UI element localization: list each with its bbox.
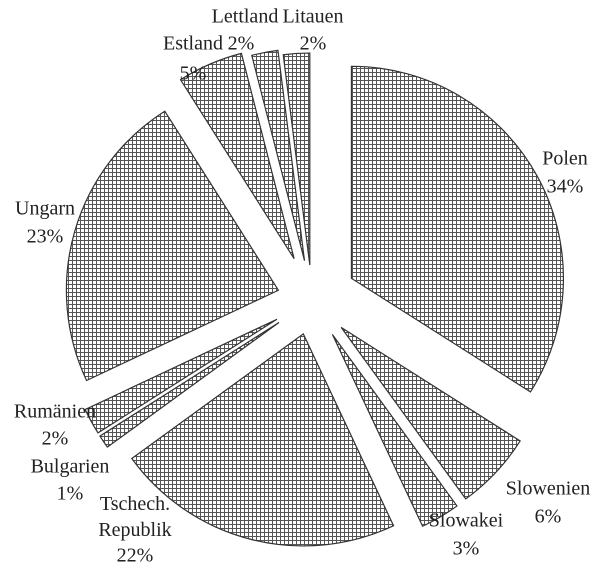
pie-slice xyxy=(179,52,295,260)
slice-value: 2% xyxy=(300,33,327,55)
slice-value: 2% xyxy=(42,428,69,450)
slice-label: Tschech. Republik xyxy=(98,493,171,541)
slice-value: 23% xyxy=(27,226,64,248)
slice-value: 22% xyxy=(117,545,154,567)
slice-value: 6% xyxy=(535,506,562,528)
pie-slice xyxy=(130,332,395,547)
pie-slice xyxy=(340,326,521,500)
pie-slice xyxy=(99,321,280,448)
pie-slice xyxy=(350,65,565,393)
pie-slice xyxy=(65,110,280,382)
slice-label: Litauen xyxy=(282,6,343,28)
slice-label: Bulgarien xyxy=(31,456,110,478)
slice-value: 2% xyxy=(228,33,255,55)
slice-value: 3% xyxy=(453,538,480,560)
slice-value: 5% xyxy=(180,63,207,85)
slice-label: Polen xyxy=(542,148,588,170)
pie-slice xyxy=(251,49,306,261)
slice-value: 1% xyxy=(57,483,84,505)
slice-label: Slowenien xyxy=(506,478,590,500)
slice-label: Rumänien xyxy=(14,401,96,423)
pie-slice xyxy=(331,334,458,528)
pie-slice xyxy=(84,318,278,434)
slice-label: Slowakei xyxy=(429,510,504,532)
slice-label: Ungarn xyxy=(15,198,75,220)
pie-slice xyxy=(282,52,311,266)
slice-label: Lettland xyxy=(212,6,279,28)
slice-label: Estland xyxy=(163,33,223,55)
slice-value: 34% xyxy=(547,176,584,198)
